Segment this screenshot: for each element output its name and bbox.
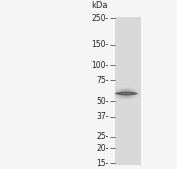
Bar bbox=[115, 17, 141, 165]
Ellipse shape bbox=[121, 91, 132, 96]
Text: 75-: 75- bbox=[96, 76, 109, 85]
Text: 20-: 20- bbox=[96, 144, 109, 153]
Text: 37-: 37- bbox=[96, 112, 109, 121]
Text: 250-: 250- bbox=[92, 14, 109, 23]
Text: 25-: 25- bbox=[96, 132, 109, 141]
Text: 50-: 50- bbox=[96, 97, 109, 106]
Ellipse shape bbox=[122, 91, 131, 96]
Ellipse shape bbox=[120, 91, 132, 96]
Ellipse shape bbox=[123, 92, 129, 95]
Ellipse shape bbox=[122, 93, 132, 94]
Text: 15-: 15- bbox=[96, 159, 109, 168]
Ellipse shape bbox=[124, 93, 128, 94]
Ellipse shape bbox=[122, 92, 130, 95]
Text: kDa: kDa bbox=[91, 1, 107, 10]
Ellipse shape bbox=[115, 92, 138, 95]
Text: 100-: 100- bbox=[92, 61, 109, 70]
Text: 150-: 150- bbox=[92, 40, 109, 49]
Ellipse shape bbox=[119, 90, 133, 97]
